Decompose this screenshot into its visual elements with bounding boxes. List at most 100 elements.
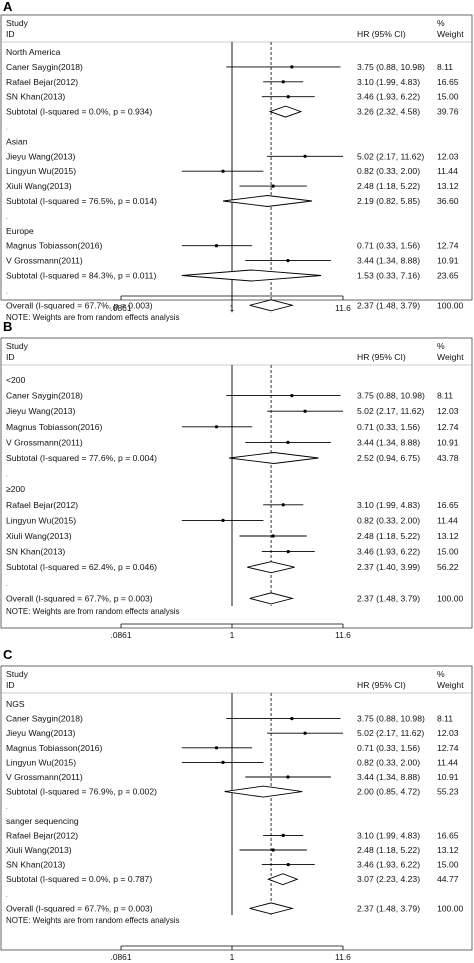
panel-letter: C: [3, 647, 13, 662]
study-ci: 5.02 (2.17, 11.62): [357, 406, 424, 416]
study-ci: 3.44 (1.34, 8.88): [357, 772, 420, 782]
point-estimate: [286, 440, 290, 444]
overall-diamond: [249, 299, 295, 312]
study-ci: 3.75 (0.88, 10.98): [357, 714, 425, 724]
subtotal-diamond: [229, 452, 319, 464]
study-weight: 8.11: [437, 714, 453, 724]
overall-ci: 2.37 (1.48, 3.79): [357, 300, 420, 310]
subtotal-ci: 2.00 (0.85, 4.72): [357, 787, 420, 797]
study-label: Xiuli Wang(2013): [6, 181, 72, 191]
x-tick-label: 1: [230, 303, 235, 313]
study-label: Jieyu Wang(2013): [6, 151, 76, 161]
point-estimate: [214, 425, 219, 429]
subtotal-weight: 44.77: [437, 874, 459, 884]
study-ci: 3.44 (1.34, 8.88): [357, 256, 420, 266]
subgroup-label: <200: [6, 375, 26, 385]
study-weight: 16.65: [437, 77, 459, 87]
study-label: Caner Saygin(2018): [6, 62, 83, 72]
panel-letter: A: [3, 0, 13, 14]
subgroup-label: North America: [6, 47, 61, 57]
spacer-dot: .: [6, 582, 8, 588]
study-label: Lingyun Wu(2015): [6, 515, 76, 525]
subtotal-ci: 2.19 (0.82, 5.85): [357, 196, 420, 206]
study-ci: 3.10 (1.99, 4.83): [357, 830, 420, 840]
x-tick-label: 1: [230, 630, 235, 640]
subtotal-diamond: [247, 561, 295, 574]
subtotal-weight: 36.60: [437, 196, 459, 206]
spacer-dot: .: [6, 289, 8, 295]
subtotal-weight: 56.22: [437, 562, 459, 572]
study-ci: 0.71 (0.33, 1.56): [357, 422, 420, 432]
study-weight: 15.00: [437, 92, 459, 102]
study-ci: 2.48 (1.18, 5.22): [357, 181, 420, 191]
study-label: Jieyu Wang(2013): [6, 406, 76, 416]
header-weight-pct: %: [437, 18, 445, 28]
header-weight: Weight: [437, 680, 464, 690]
study-weight: 11.44: [437, 757, 458, 767]
study-weight: 13.12: [437, 181, 459, 191]
point-estimate: [290, 394, 294, 398]
point-estimate: [271, 848, 275, 852]
study-weight: 12.74: [437, 422, 459, 432]
subtotal-ci: 3.26 (2.32, 4.58): [357, 107, 420, 117]
spacer-dot: .: [6, 215, 8, 221]
header-weight-pct: %: [437, 669, 445, 679]
subtotal-label: Subtotal (I-squared = 77.6%, p = 0.004): [6, 453, 157, 463]
study-label: V Grossmann(2011): [6, 437, 83, 447]
study-weight: 8.11: [437, 62, 453, 72]
study-weight: 10.91: [437, 772, 459, 782]
study-ci: 3.10 (1.99, 4.83): [357, 500, 420, 510]
overall-label: Overall (I-squared = 67.7%, p = 0.003): [6, 300, 153, 310]
study-ci: 0.82 (0.33, 2.00): [357, 757, 420, 767]
study-label: SN Khan(2013): [6, 547, 65, 557]
study-label: Xiuli Wang(2013): [6, 845, 72, 855]
study-label: Xiuli Wang(2013): [6, 531, 72, 541]
point-estimate: [290, 65, 294, 69]
study-weight: 16.65: [437, 830, 459, 840]
study-weight: 12.03: [437, 406, 459, 416]
study-label: Caner Saygin(2018): [6, 714, 83, 724]
study-label: V Grossmann(2011): [6, 772, 83, 782]
study-label: SN Khan(2013): [6, 860, 65, 870]
spacer-dot: .: [6, 893, 8, 899]
footnote: NOTE: Weights are from random effects an…: [6, 916, 180, 925]
header-weight: Weight: [437, 29, 464, 39]
header-study: Study: [6, 18, 29, 28]
spacer-dot: .: [6, 126, 8, 132]
subgroup-label: ≥200: [6, 484, 25, 494]
point-estimate: [281, 833, 285, 838]
study-ci: 5.02 (2.17, 11.62): [357, 151, 424, 161]
subtotal-diamond: [222, 195, 313, 207]
point-estimate: [214, 244, 219, 248]
study-label: Caner Saygin(2018): [6, 391, 83, 401]
point-estimate: [303, 731, 307, 735]
header-id: ID: [6, 680, 15, 690]
study-weight: 10.91: [437, 256, 459, 266]
study-label: Jieyu Wang(2013): [6, 728, 76, 738]
header-weight-pct: %: [437, 341, 445, 351]
overall-weight: 100.00: [437, 593, 464, 603]
header-hr: HR (95% CI): [357, 29, 406, 39]
subtotal-diamond: [268, 105, 303, 118]
point-estimate: [214, 746, 219, 750]
footnote: NOTE: Weights are from random effects an…: [6, 313, 180, 322]
point-estimate: [271, 184, 275, 188]
study-weight: 15.00: [437, 860, 459, 870]
study-ci: 0.71 (0.33, 1.56): [357, 743, 420, 753]
point-estimate: [271, 534, 275, 538]
point-estimate: [286, 259, 290, 263]
subgroup-label: sanger sequencing: [6, 816, 79, 826]
study-label: Lingyun Wu(2015): [6, 166, 76, 176]
subtotal-label: Subtotal (I-squared = 76.5%, p = 0.014): [6, 196, 157, 206]
study-weight: 12.03: [437, 151, 459, 161]
spacer-dot: .: [6, 473, 8, 479]
study-ci: 0.82 (0.33, 2.00): [357, 166, 420, 176]
header-id: ID: [6, 352, 15, 362]
study-ci: 2.48 (1.18, 5.22): [357, 531, 420, 541]
subtotal-label: Subtotal (I-squared = 76.9%, p = 0.002): [6, 787, 157, 797]
header-study: Study: [6, 341, 29, 351]
point-estimate: [290, 717, 294, 721]
x-tick-label: .0861: [111, 630, 132, 640]
